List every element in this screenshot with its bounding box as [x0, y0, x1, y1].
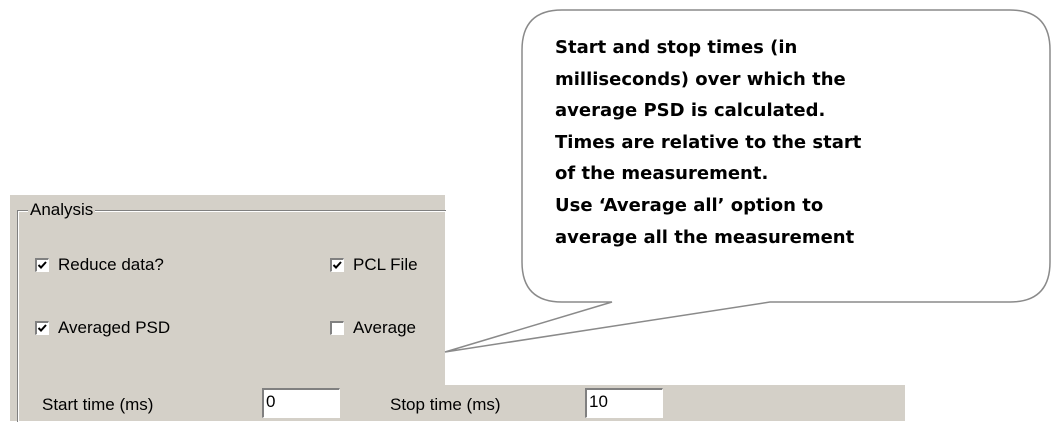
- checkbox[interactable]: [330, 321, 344, 335]
- text-field[interactable]: 0: [262, 388, 340, 418]
- checkbox-label: Average: [353, 318, 417, 337]
- callout-line: Times are relative to the start: [555, 131, 862, 153]
- checkmark: [332, 261, 342, 269]
- callout-line: Start and stop times (in: [555, 37, 798, 58]
- callout-line: Use ‘Average all’ option to: [555, 194, 824, 216]
- panel: [10, 385, 905, 421]
- checkbox[interactable]: [35, 258, 49, 272]
- callout-line: milliseconds) over which the: [555, 68, 846, 90]
- panel: [10, 195, 445, 385]
- checkbox-label: PCL File: [353, 255, 418, 274]
- callout-text: Start and stop times (in milliseconds) ov…: [555, 32, 861, 253]
- field-label: Start time (ms): [42, 395, 154, 414]
- group-title: Analysis: [28, 200, 96, 220]
- checkmark: [37, 261, 47, 269]
- checkmark: [37, 324, 47, 332]
- callout-line: average PSD is calculated.: [555, 100, 826, 122]
- callout-line: average all the measurement: [555, 226, 855, 248]
- callout-bubble: [444, 9, 1051, 353]
- checkbox[interactable]: [330, 258, 344, 272]
- callout-line: of the measurement.: [555, 163, 769, 185]
- checkbox-label: Averaged PSD: [58, 318, 171, 337]
- field-label: Stop time (ms): [390, 395, 501, 414]
- checkbox[interactable]: [35, 321, 49, 335]
- group-box: [17, 210, 446, 422]
- checkbox-label: Reduce data?: [58, 255, 164, 274]
- text-field[interactable]: 10: [585, 388, 663, 418]
